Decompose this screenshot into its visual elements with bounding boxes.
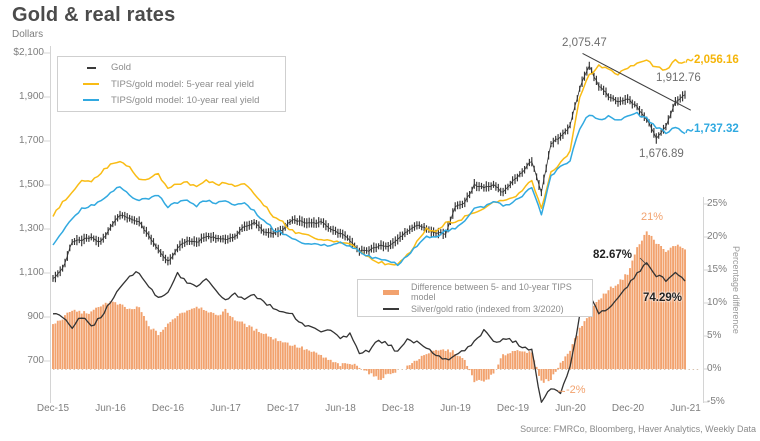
x-tick-dec20: Dec-20 bbox=[611, 403, 645, 414]
annotation-10y-model-end: 1,737.32 bbox=[694, 123, 739, 135]
legend-top: Gold TIPS/gold model: 5-year real yield … bbox=[57, 56, 286, 112]
right-tick-0: 0% bbox=[707, 363, 722, 374]
chart-title: Gold & real rates bbox=[12, 4, 176, 26]
left-tick-2100: $2,100 bbox=[13, 47, 44, 58]
x-tick-dec19: Dec-19 bbox=[496, 403, 530, 414]
annotation-gold-end: 1,912.76 bbox=[656, 72, 701, 84]
five-year-model-line-swatch bbox=[83, 83, 99, 85]
left-tick-1300: 1,300 bbox=[18, 223, 44, 234]
x-tick-jun18: Jun-18 bbox=[325, 403, 356, 414]
x-tick-dec15: Dec-15 bbox=[36, 403, 70, 414]
ten-year-model-line-swatch bbox=[83, 99, 99, 102]
annotation-gold-peak: 2,075.47 bbox=[562, 37, 607, 49]
x-tick-dec17: Dec-17 bbox=[266, 403, 300, 414]
right-tick-20: 20% bbox=[707, 231, 728, 242]
legend-bottom: Difference between 5- and 10-year TIPS m… bbox=[357, 279, 593, 317]
left-tick-900: 900 bbox=[27, 311, 44, 322]
x-tick-dec18: Dec-18 bbox=[381, 403, 415, 414]
right-tick-10: 10% bbox=[707, 297, 728, 308]
left-tick-1900: 1,900 bbox=[18, 91, 44, 102]
diff-area-swatch bbox=[383, 289, 399, 295]
gold-line-swatch bbox=[87, 66, 96, 69]
x-tick-jun20: Jun-20 bbox=[555, 403, 586, 414]
left-tick-1700: 1,700 bbox=[18, 135, 44, 146]
annotation-ratio-end: 74.29% bbox=[643, 292, 683, 304]
annotation-5y-model-end: 2,056.16 bbox=[694, 54, 739, 66]
legend-item-gold: Gold bbox=[83, 62, 285, 73]
right-tick-5: 5% bbox=[707, 330, 722, 341]
legend-item-10y-model: TIPS/gold model: 10-year real yield bbox=[83, 95, 285, 106]
legend-label-diff: Difference between 5- and 10-year TIPS m… bbox=[411, 282, 572, 302]
legend-label-ratio: Silver/gold ratio (indexed from 3/2020) bbox=[411, 304, 564, 314]
legend-label-5y-model: TIPS/gold model: 5-year real yield bbox=[111, 78, 255, 90]
annotation-gold-low-2021: 1,676.89 bbox=[639, 148, 684, 160]
ratio-line-swatch bbox=[383, 308, 399, 310]
right-tick-15: 15% bbox=[707, 264, 728, 275]
left-tick-700: 700 bbox=[27, 355, 44, 366]
legend-item-ratio: Silver/gold ratio (indexed from 3/2020) bbox=[383, 304, 592, 314]
annotation-ratio-peak: 82.67% bbox=[593, 249, 633, 261]
legend-label-10y-model: TIPS/gold model: 10-year real yield bbox=[111, 94, 260, 106]
right-tick-neg5: -5% bbox=[707, 396, 725, 407]
legend-label-gold: Gold bbox=[111, 62, 132, 74]
legend-item-5y-model: TIPS/gold model: 5-year real yield bbox=[83, 79, 285, 90]
x-tick-jun17: Jun-17 bbox=[210, 403, 241, 414]
right-axis-title: Percentage difference bbox=[731, 246, 741, 334]
legend-item-diff: Difference between 5- and 10-year TIPS m… bbox=[383, 282, 592, 302]
x-tick-jun21: Jun-21 bbox=[670, 403, 701, 414]
left-axis-unit-label: Dollars bbox=[12, 29, 44, 40]
x-tick-jun19: Jun-19 bbox=[440, 403, 471, 414]
x-tick-jun16: Jun-16 bbox=[95, 403, 126, 414]
source-note: Source: FMRCo, Bloomberg, Haver Analytic… bbox=[520, 424, 756, 434]
left-tick-1100: 1,100 bbox=[18, 267, 44, 278]
x-tick-dec16: Dec-16 bbox=[151, 403, 185, 414]
right-tick-25: 25% bbox=[707, 198, 728, 209]
left-tick-1500: 1,500 bbox=[18, 179, 44, 190]
annotation-diff-low: -2% bbox=[566, 384, 586, 396]
annotation-diff-peak: 21% bbox=[641, 211, 664, 223]
